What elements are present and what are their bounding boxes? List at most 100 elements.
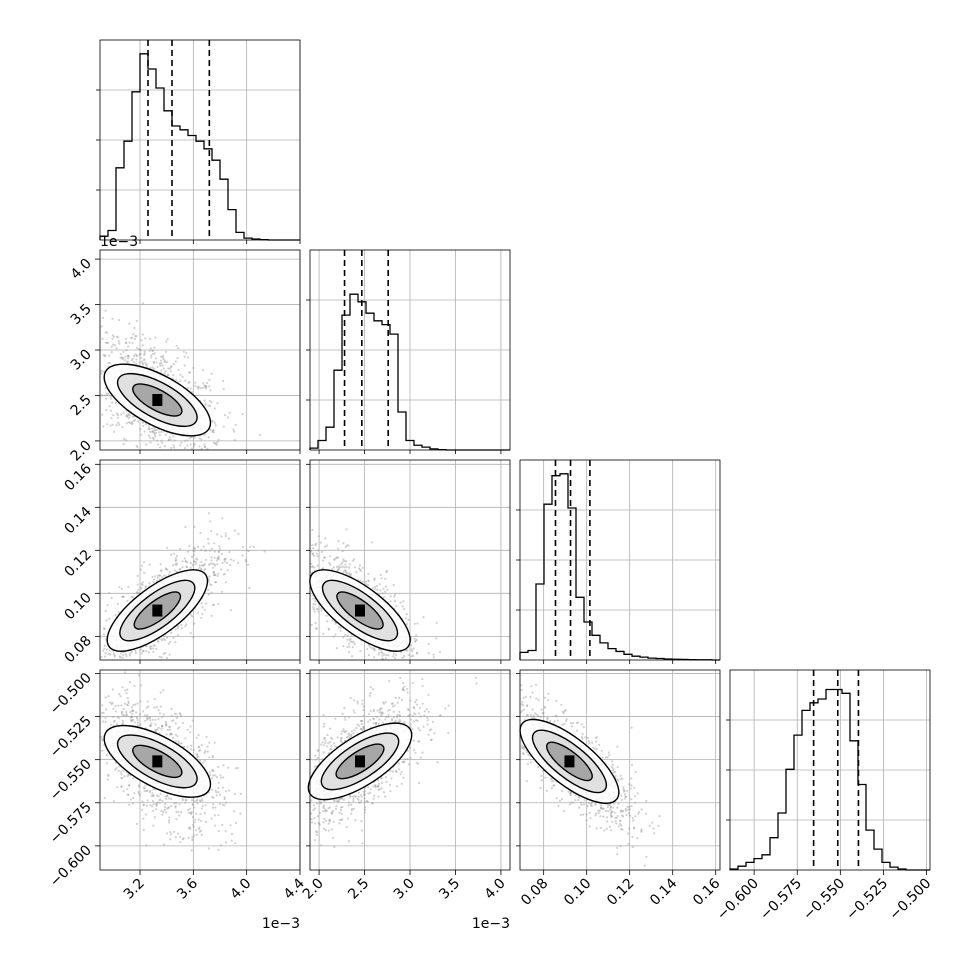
scatter-point (384, 585, 387, 588)
scatter-point (320, 609, 323, 612)
scatter-point (474, 676, 477, 679)
scatter-point (149, 441, 152, 444)
scatter-point (338, 822, 341, 825)
scatter-point (150, 722, 153, 725)
scatter-point (394, 600, 397, 603)
scatter-point (313, 608, 316, 611)
scatter-point (205, 385, 208, 388)
scatter-point (115, 412, 119, 415)
scatter-point (310, 562, 313, 565)
scatter-point (214, 824, 217, 827)
scatter-point (128, 803, 131, 806)
scatter-point (399, 714, 402, 717)
scatter-point (322, 827, 325, 830)
scatter-point (362, 714, 365, 717)
scatter-point (366, 647, 369, 651)
scatter-point (158, 431, 161, 434)
scatter-point (191, 815, 194, 819)
scatter-point (403, 685, 406, 688)
scatter-point (374, 721, 378, 725)
scatter-point (165, 657, 169, 660)
scatter-point (121, 656, 124, 659)
scatter-point (203, 759, 206, 762)
scatter-point (346, 544, 349, 547)
scatter-point (221, 517, 224, 520)
scatter-point (170, 446, 173, 449)
scatter-point (135, 711, 138, 714)
scatter-point (186, 565, 189, 569)
scatter-point (121, 426, 124, 429)
scatter-point (111, 688, 114, 691)
scatter-point (162, 810, 165, 814)
scatter-point (213, 542, 216, 545)
scatter-point (141, 362, 144, 365)
scatter-point (134, 334, 137, 338)
scatter-point (176, 625, 179, 628)
scatter-point (379, 589, 382, 592)
scatter-point (221, 786, 224, 789)
scatter-point (346, 638, 349, 641)
scatter-point (111, 317, 114, 320)
scatter-point (369, 691, 372, 695)
scatter-point (195, 833, 198, 836)
scatter-point (224, 534, 227, 538)
scatter-point (160, 569, 163, 573)
scatter-point (153, 367, 156, 370)
scatter-point (317, 610, 320, 613)
scatter-point (152, 809, 155, 812)
scatter-point (144, 423, 147, 426)
scatter-point (214, 424, 217, 427)
scatter-point (352, 709, 355, 712)
density-peak (152, 755, 163, 768)
scatter-point (105, 619, 108, 622)
scatter-point (413, 637, 416, 640)
scatter-point (341, 565, 344, 568)
scatter-point (126, 704, 130, 707)
scatter-point (104, 652, 107, 655)
scatter-point (125, 414, 128, 417)
scatter-point (329, 727, 332, 730)
scatter-point (101, 739, 104, 742)
scatter-point (103, 647, 106, 650)
scatter-point (203, 445, 206, 448)
scatter-point (127, 355, 130, 358)
scatter-point (355, 726, 358, 730)
scatter-point (312, 808, 315, 812)
scatter-point (429, 729, 432, 732)
scatter-point (416, 703, 419, 706)
scatter-point (216, 563, 219, 566)
scatter-point (156, 794, 159, 797)
scatter-point (343, 566, 346, 569)
scatter-point (357, 724, 361, 727)
scatter-point (384, 701, 387, 704)
scatter-point (140, 652, 143, 655)
scatter-point (106, 341, 109, 344)
scatter-point (205, 381, 209, 385)
scatter-point (189, 826, 192, 829)
scatter-point (115, 401, 118, 404)
scatter-point (141, 583, 144, 587)
scatter-point (185, 623, 188, 626)
scatter-point (392, 652, 396, 655)
scatter-point (213, 421, 216, 424)
scatter-point (222, 380, 225, 383)
scatter-point (258, 433, 261, 436)
scatter-point (332, 566, 335, 569)
scatter-point (131, 422, 134, 425)
scatter-point (209, 389, 212, 392)
scatter-point (165, 724, 168, 727)
scatter-point (414, 701, 417, 704)
scatter-point (214, 442, 217, 445)
scatter-point (170, 365, 173, 369)
scatter-point (106, 341, 109, 345)
scatter-point (401, 656, 404, 659)
scatter-point (209, 520, 212, 523)
scatter-point (122, 411, 125, 414)
scatter-point (105, 762, 108, 765)
scatter-point (113, 344, 117, 347)
scatter-point (310, 623, 313, 627)
scatter-point (101, 711, 104, 714)
scatter-point (213, 556, 216, 559)
scatter-point (363, 811, 366, 814)
scatter-point (165, 811, 168, 814)
